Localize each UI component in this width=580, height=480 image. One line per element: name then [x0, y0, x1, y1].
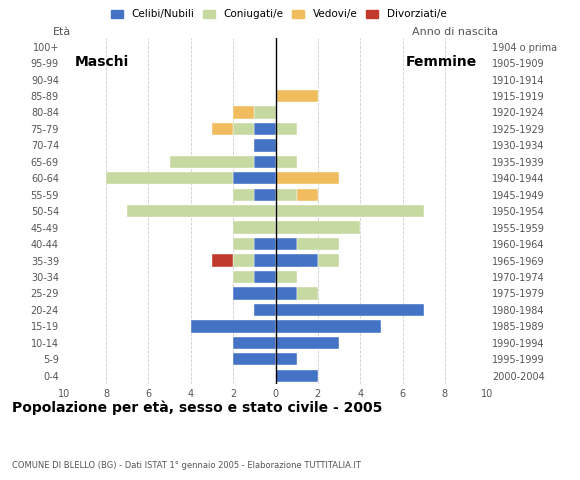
Bar [276, 90, 318, 102]
Bar [276, 288, 297, 300]
Bar [297, 189, 318, 201]
Bar [276, 304, 423, 316]
Bar [233, 254, 254, 267]
Bar [276, 353, 297, 365]
Bar [233, 238, 254, 250]
Bar [276, 205, 423, 217]
Text: COMUNE DI BLELLO (BG) - Dati ISTAT 1° gennaio 2005 - Elaborazione TUTTITALIA.IT: COMUNE DI BLELLO (BG) - Dati ISTAT 1° ge… [12, 461, 361, 470]
Bar [106, 172, 233, 184]
Bar [276, 271, 297, 283]
Text: Popolazione per età, sesso e stato civile - 2005: Popolazione per età, sesso e stato civil… [12, 401, 382, 415]
Bar [233, 106, 254, 119]
Bar [233, 353, 276, 365]
Bar [297, 288, 318, 300]
Bar [233, 221, 276, 234]
Bar [276, 336, 339, 349]
Bar [191, 320, 276, 333]
Bar [233, 336, 276, 349]
Text: Età: Età [53, 27, 71, 37]
Bar [254, 238, 276, 250]
Bar [276, 370, 318, 382]
Bar [276, 238, 297, 250]
Bar [169, 156, 254, 168]
Bar [233, 288, 276, 300]
Bar [276, 189, 297, 201]
Bar [276, 123, 297, 135]
Bar [276, 172, 339, 184]
Bar [233, 189, 254, 201]
Bar [254, 304, 276, 316]
Text: Anno di nascita: Anno di nascita [412, 27, 498, 37]
Bar [254, 271, 276, 283]
Bar [254, 156, 276, 168]
Bar [276, 320, 382, 333]
Bar [233, 123, 254, 135]
Bar [254, 123, 276, 135]
Text: Femmine: Femmine [405, 55, 477, 69]
Bar [233, 271, 254, 283]
Bar [212, 123, 233, 135]
Bar [297, 238, 339, 250]
Bar [254, 139, 276, 152]
Bar [212, 254, 233, 267]
Legend: Celibi/Nubili, Coniugati/e, Vedovi/e, Divorziati/e: Celibi/Nubili, Coniugati/e, Vedovi/e, Di… [106, 5, 451, 24]
Bar [233, 172, 276, 184]
Bar [128, 205, 276, 217]
Bar [254, 106, 276, 119]
Bar [276, 254, 318, 267]
Text: Maschi: Maschi [74, 55, 129, 69]
Bar [254, 254, 276, 267]
Bar [254, 189, 276, 201]
Bar [318, 254, 339, 267]
Bar [276, 156, 297, 168]
Bar [276, 221, 360, 234]
